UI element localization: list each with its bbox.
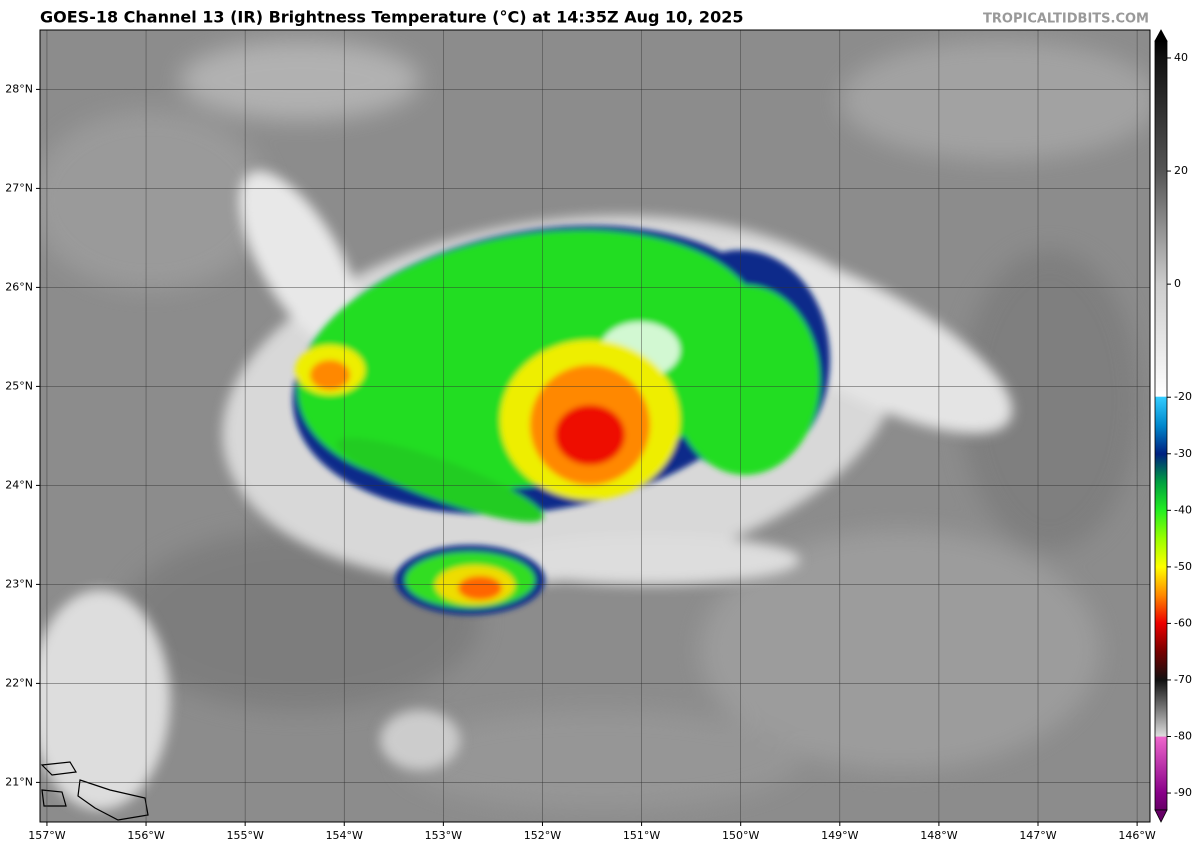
- credit: TROPICALTIDBITS.COM: [983, 12, 1149, 27]
- colorbar-tick-label: -50: [1174, 560, 1192, 573]
- y-tick-label: 25°N: [5, 379, 33, 392]
- satellite-image: [40, 30, 1150, 822]
- y-tick-label: 26°N: [5, 280, 33, 293]
- colorbar-tick-label: -80: [1174, 729, 1192, 742]
- title: GOES-18 Channel 13 (IR) Brightness Tempe…: [40, 8, 743, 27]
- x-tick-label: 148°W: [920, 829, 957, 842]
- x-tick-label: 146°W: [1118, 829, 1155, 842]
- x-tick-label: 151°W: [623, 829, 660, 842]
- y-tick-label: 28°N: [5, 82, 33, 95]
- map-frame: [39, 29, 1151, 823]
- colorbar-tick-label: 0: [1174, 277, 1181, 290]
- grid: [40, 30, 1150, 822]
- colorbar-tick-label: -60: [1174, 616, 1192, 629]
- y-tick-label: 23°N: [5, 577, 33, 590]
- x-tick-label: 152°W: [524, 829, 561, 842]
- x-tick-label: 150°W: [722, 829, 759, 842]
- colorbar: [1154, 40, 1168, 811]
- x-tick-label: 155°W: [226, 829, 263, 842]
- y-tick-label: 22°N: [5, 676, 33, 689]
- y-tick-label: 27°N: [5, 181, 33, 194]
- x-tick-label: 157°W: [28, 829, 65, 842]
- colorbar-tick-label: -30: [1174, 447, 1192, 460]
- colorbar-tick-label: 40: [1174, 51, 1188, 64]
- colorbar-extend-top: [1154, 29, 1168, 42]
- x-tick-label: 149°W: [821, 829, 858, 842]
- colorbar-tick-label: -40: [1174, 503, 1192, 516]
- colorbar-tick-label: 20: [1174, 164, 1188, 177]
- colorbar-tick-label: -90: [1174, 786, 1192, 799]
- x-tick-label: 147°W: [1019, 829, 1056, 842]
- x-tick-label: 154°W: [326, 829, 363, 842]
- x-tick-label: 153°W: [425, 829, 462, 842]
- colorbar-tick-label: -70: [1174, 673, 1192, 686]
- y-tick-label: 21°N: [5, 775, 33, 788]
- colorbar-tick-label: -20: [1174, 390, 1192, 403]
- y-tick-label: 24°N: [5, 478, 33, 491]
- x-tick-label: 156°W: [127, 829, 164, 842]
- colorbar-extend-bottom: [1154, 809, 1168, 823]
